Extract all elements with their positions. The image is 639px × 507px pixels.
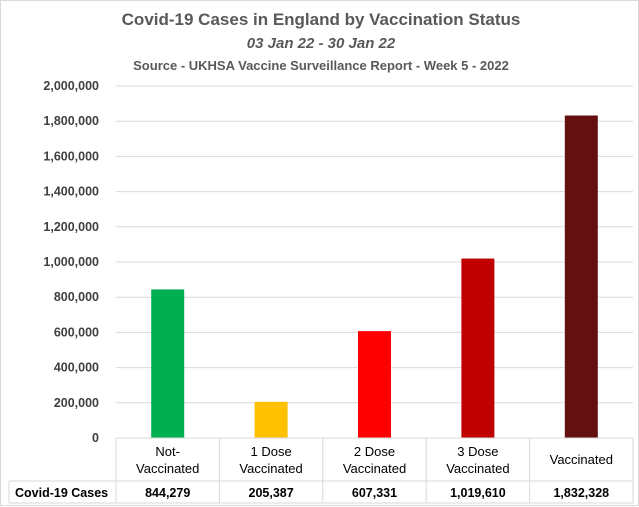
category-label: Vaccinated bbox=[136, 461, 199, 476]
bar bbox=[254, 401, 288, 438]
chart-source: Source - UKHSA Vaccine Surveillance Repo… bbox=[133, 58, 509, 73]
y-axis-ticks: 0 200,000 400,000 600,000 800,000 1,000,000 1,… bbox=[43, 79, 99, 445]
y-tick-label: 1,800,000 bbox=[43, 114, 99, 128]
bars bbox=[151, 115, 598, 439]
chart-title: Covid-19 Cases in England by Vaccination… bbox=[122, 10, 521, 29]
y-tick-label: 0 bbox=[92, 431, 99, 445]
category-label: Vaccinated bbox=[446, 461, 509, 476]
y-tick-label: 800,000 bbox=[54, 290, 99, 304]
bar bbox=[564, 115, 598, 439]
table-value: 844,279 bbox=[145, 486, 190, 500]
chart-subtitle: 03 Jan 22 - 30 Jan 22 bbox=[247, 35, 396, 52]
y-tick-label: 1,200,000 bbox=[43, 220, 99, 234]
table-series-name: Covid-19 Cases bbox=[15, 486, 108, 500]
y-tick-label: 1,400,000 bbox=[43, 185, 99, 199]
category-label: Vaccinated bbox=[550, 452, 613, 467]
table-value: 205,387 bbox=[249, 486, 294, 500]
table-value: 607,331 bbox=[352, 486, 397, 500]
table-value: 1,832,328 bbox=[553, 486, 609, 500]
bar bbox=[461, 258, 495, 438]
bar bbox=[358, 331, 391, 438]
y-tick-label: 2,000,000 bbox=[43, 79, 99, 93]
y-tick-label: 400,000 bbox=[54, 361, 99, 375]
y-tick-label: 600,000 bbox=[54, 325, 99, 339]
table-value: 1,019,610 bbox=[450, 486, 506, 500]
category-label: 2 Dose bbox=[354, 444, 395, 459]
category-label: Vaccinated bbox=[239, 461, 302, 476]
y-tick-label: 1,000,000 bbox=[43, 255, 99, 269]
category-label: 3 Dose bbox=[457, 444, 498, 459]
category-label: Vaccinated bbox=[343, 461, 406, 476]
y-tick-label: 1,600,000 bbox=[43, 149, 99, 163]
y-tick-label: 200,000 bbox=[54, 396, 99, 410]
bar bbox=[151, 289, 185, 438]
data-table: Covid-19 Cases Not- Vaccinated 844,279 1 Dos… bbox=[8, 437, 634, 504]
gridlines bbox=[116, 85, 633, 404]
category-label: 1 Dose bbox=[250, 444, 291, 459]
category-label: Not- bbox=[155, 444, 180, 459]
